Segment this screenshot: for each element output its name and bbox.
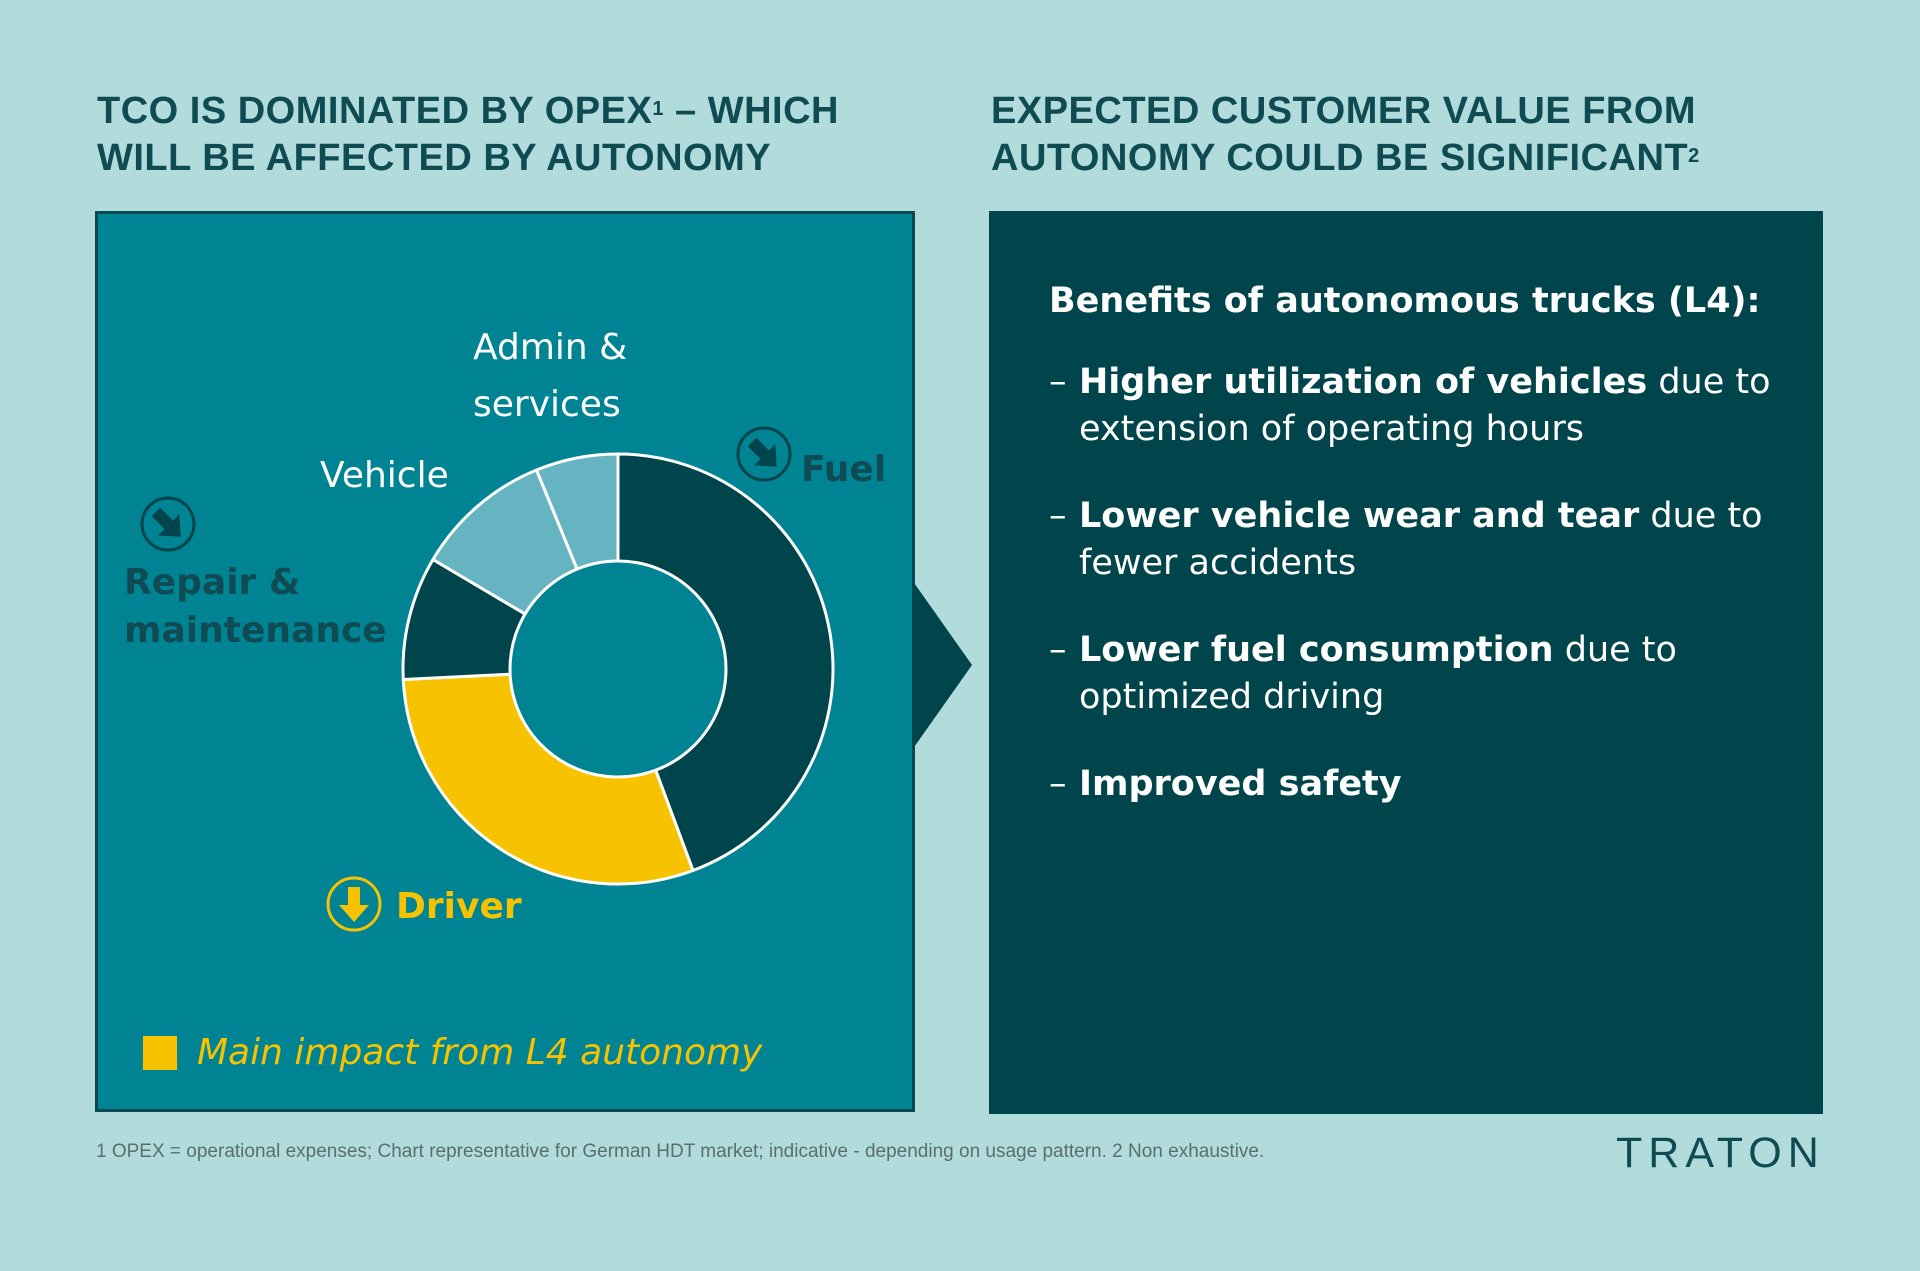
traton-logo: TRATON xyxy=(1616,1129,1825,1177)
left-heading-line1: TCO IS DOMINATED BY OPEX xyxy=(97,90,653,132)
diagonal-arrow-down-icon xyxy=(736,426,792,482)
list-dash: – xyxy=(1049,362,1067,402)
legend-swatch xyxy=(143,1035,177,1070)
benefit-text-line2: fewer accidents xyxy=(1079,543,1357,583)
connector-arrow-icon xyxy=(912,580,972,750)
benefit-text-line2: optimized driving xyxy=(1079,677,1385,717)
benefit-item: – Lower fuel consumption due to optimize… xyxy=(1049,627,1771,721)
list-dash: – xyxy=(1049,496,1067,536)
donut-hole xyxy=(508,559,728,779)
footnote-ref-2: 2 xyxy=(1688,145,1700,167)
benefit-text: due to xyxy=(1639,496,1763,536)
label-vehicle: Vehicle xyxy=(320,455,449,496)
label-admin-services: Admin & services xyxy=(473,327,628,425)
benefit-item: – Higher utilization of vehicles due to … xyxy=(1049,359,1771,453)
chart-legend: Main impact from L4 autonomy xyxy=(143,1032,762,1073)
arrow-down-icon xyxy=(326,876,382,932)
footnote: 1 OPEX = operational expenses; Chart rep… xyxy=(96,1141,1265,1162)
benefit-text-line2: extension of operating hours xyxy=(1079,409,1584,449)
label-repair-maintenance: Repair & maintenance xyxy=(124,562,387,651)
benefit-bold: Lower fuel consumption xyxy=(1079,630,1554,670)
benefit-bold: Lower vehicle wear and tear xyxy=(1079,496,1640,536)
benefit-text: due to xyxy=(1553,630,1677,670)
label-driver: Driver xyxy=(396,886,522,927)
footnote-ref-1: 1 xyxy=(652,98,664,120)
benefit-bold: Improved safety xyxy=(1079,764,1402,804)
legend-text: Main impact from L4 autonomy xyxy=(197,1032,763,1073)
left-heading-line1-end: – WHICH xyxy=(663,90,839,132)
benefit-item: – Lower vehicle wear and tear due to few… xyxy=(1049,493,1771,587)
diagonal-arrow-down-icon xyxy=(140,496,196,552)
right-heading-line1: EXPECTED CUSTOMER VALUE FROM xyxy=(991,90,1697,132)
benefit-text: due to xyxy=(1647,362,1771,402)
tco-chart-panel: Admin & services Vehicle Fuel Repair & m… xyxy=(95,211,915,1112)
benefits-panel: Benefits of autonomous trucks (L4): – Hi… xyxy=(989,211,1823,1114)
left-heading-line2: WILL BE AFFECTED BY AUTONOMY xyxy=(97,137,772,179)
list-dash: – xyxy=(1049,630,1067,670)
right-heading: EXPECTED CUSTOMER VALUE FROM AUTONOMY CO… xyxy=(991,88,1700,182)
right-heading-line2: AUTONOMY COULD BE SIGNIFICANT xyxy=(991,137,1689,179)
benefit-item: – Improved safety xyxy=(1049,761,1771,808)
benefits-list: – Higher utilization of vehicles due to … xyxy=(1049,359,1771,848)
benefits-title: Benefits of autonomous trucks (L4): xyxy=(1049,281,1761,321)
list-dash: – xyxy=(1049,764,1067,804)
left-heading: TCO IS DOMINATED BY OPEX1 – WHICH WILL B… xyxy=(97,88,839,182)
label-fuel: Fuel xyxy=(801,449,887,490)
benefit-bold: Higher utilization of vehicles xyxy=(1079,362,1648,402)
donut-chart xyxy=(401,452,835,886)
